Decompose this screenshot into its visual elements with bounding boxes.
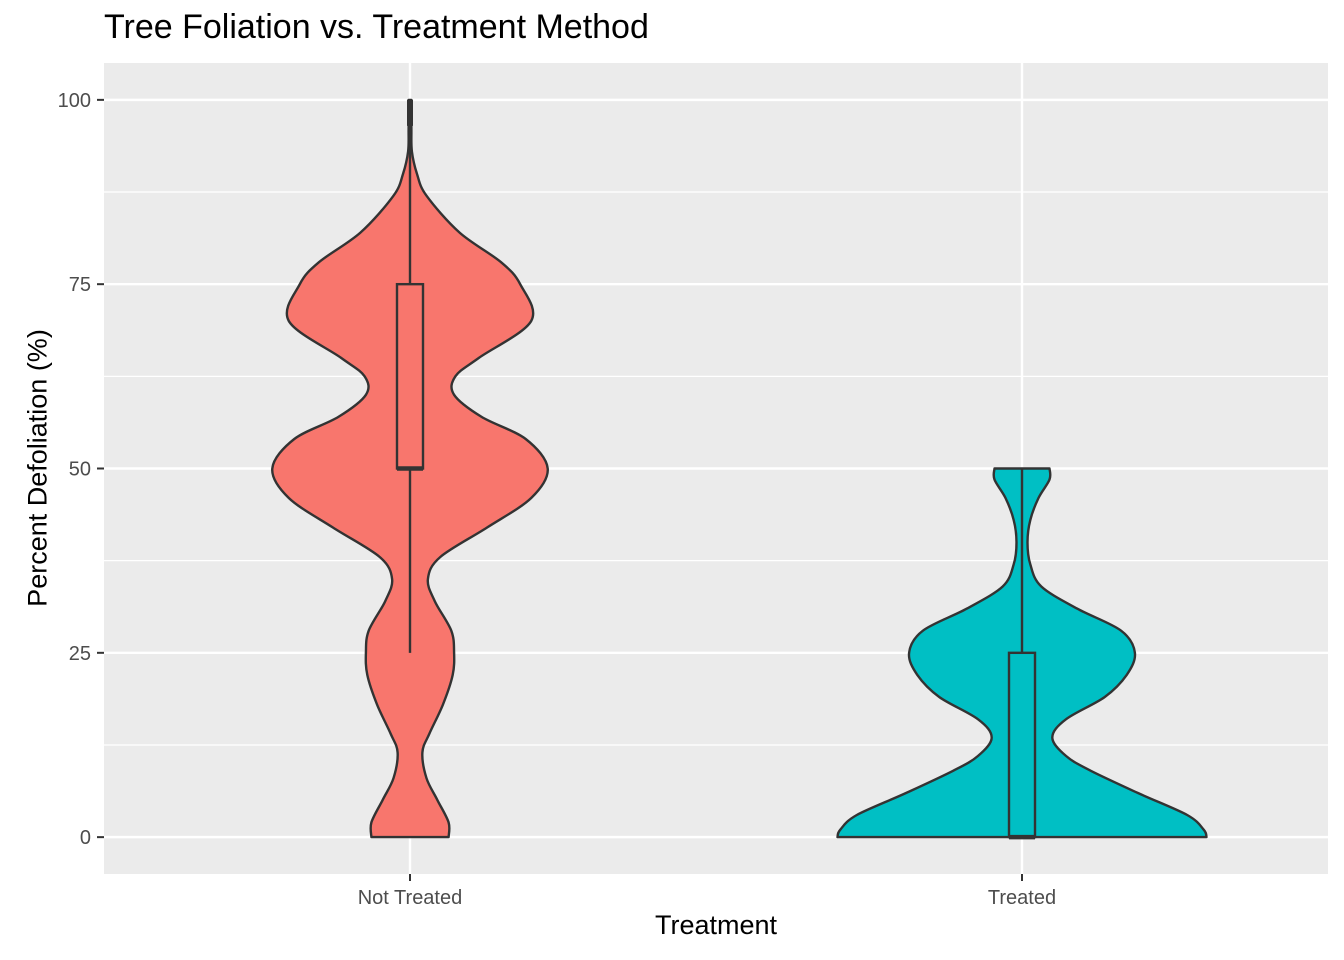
chart-title: Tree Foliation vs. Treatment Method <box>104 8 649 46</box>
box-iqr <box>395 282 425 470</box>
x-axis-title: Treatment <box>654 910 778 940</box>
violins <box>271 98 1208 840</box>
y-tick-label: 100 <box>58 90 91 112</box>
y-axis-title: Percent Defoliation (%) <box>22 329 53 607</box>
y-tick-label: 25 <box>69 643 91 665</box>
y-tick-label: 50 <box>69 459 91 481</box>
axes: 0 25 50 75 100 Not Treated Treated <box>58 90 1056 909</box>
y-tick-label: 75 <box>69 274 91 296</box>
x-tick-label: Treated <box>988 887 1056 909</box>
box-iqr <box>1007 651 1037 839</box>
y-tick-label: 0 <box>80 827 91 849</box>
x-tick-label: Not Treated <box>358 887 463 909</box>
